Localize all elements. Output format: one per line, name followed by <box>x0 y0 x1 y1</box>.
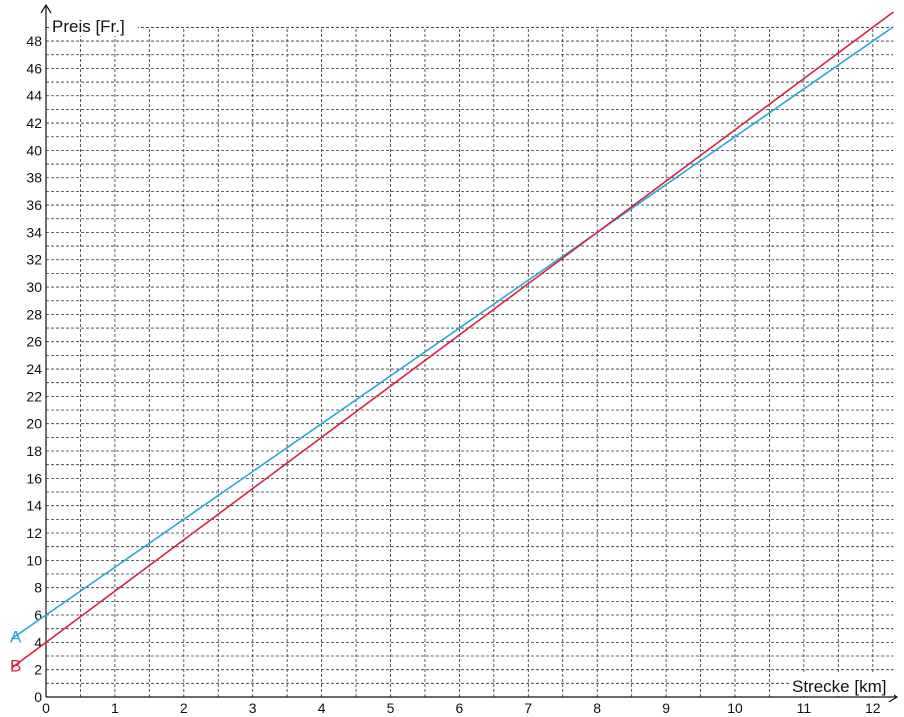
y-tick-label: 38 <box>26 170 42 186</box>
series-label-a: A <box>10 628 22 647</box>
y-axis-label: Preis [Fr.] <box>52 17 125 36</box>
axes <box>40 3 899 703</box>
y-tick-label: 18 <box>26 443 42 459</box>
xlabel-background <box>790 674 894 696</box>
series-label-b: B <box>10 656 21 675</box>
x-tick-label: 11 <box>797 700 812 716</box>
y-tick-label: 28 <box>26 306 42 322</box>
y-tick-label: 8 <box>34 580 42 596</box>
y-tick-label: 12 <box>26 525 42 541</box>
x-tick-label: 0 <box>42 700 50 716</box>
x-tick-label: 7 <box>524 700 532 716</box>
y-tick-label: 30 <box>26 279 42 295</box>
x-tick-label: 5 <box>387 700 395 716</box>
y-tick-label: 16 <box>26 470 42 486</box>
x-tick-label: 4 <box>318 700 326 716</box>
x-tick-label: 6 <box>456 700 464 716</box>
y-tick-label: 40 <box>26 142 42 158</box>
series-lines <box>11 11 894 669</box>
x-tick-label: 10 <box>727 700 743 716</box>
y-tick-label: 24 <box>26 361 42 377</box>
y-tick-label: 20 <box>26 416 42 432</box>
x-tick-labels: 0 1 2 3 4 5 6 7 8 9 10 11 12 <box>42 700 881 716</box>
y-tick-label: 46 <box>26 60 42 76</box>
grid <box>46 27 894 697</box>
y-tick-labels: 0246810121416182022242628303234363840424… <box>26 33 42 705</box>
y-tick-label: 26 <box>26 334 42 350</box>
x-tick-label: 12 <box>865 700 881 716</box>
x-tick-label: 9 <box>662 700 670 716</box>
x-axis-label: Strecke [km] <box>792 677 886 696</box>
y-tick-label: 4 <box>34 634 42 650</box>
y-tick-label: 2 <box>34 662 42 678</box>
y-tick-label: 14 <box>26 498 42 514</box>
series-line-b <box>11 11 894 669</box>
y-tick-label: 44 <box>26 88 42 104</box>
y-tick-label: 36 <box>26 197 42 213</box>
x-tick-label: 3 <box>249 700 257 716</box>
x-tick-label: 8 <box>593 700 601 716</box>
y-tick-label: 0 <box>34 689 42 705</box>
y-tick-label: 34 <box>26 224 42 240</box>
x-tick-label: 1 <box>111 700 119 716</box>
y-axis-arrow <box>40 3 52 14</box>
y-tick-label: 6 <box>34 607 42 623</box>
y-tick-label: 22 <box>26 388 42 404</box>
y-tick-label: 10 <box>26 552 42 568</box>
y-tick-label: 48 <box>26 33 42 49</box>
y-tick-label: 42 <box>26 115 42 131</box>
x-tick-label: 2 <box>180 700 188 716</box>
ylabel-background <box>50 14 138 36</box>
series-labels: AB <box>10 628 22 676</box>
series-line-a <box>11 26 894 640</box>
y-tick-label: 32 <box>26 252 42 268</box>
